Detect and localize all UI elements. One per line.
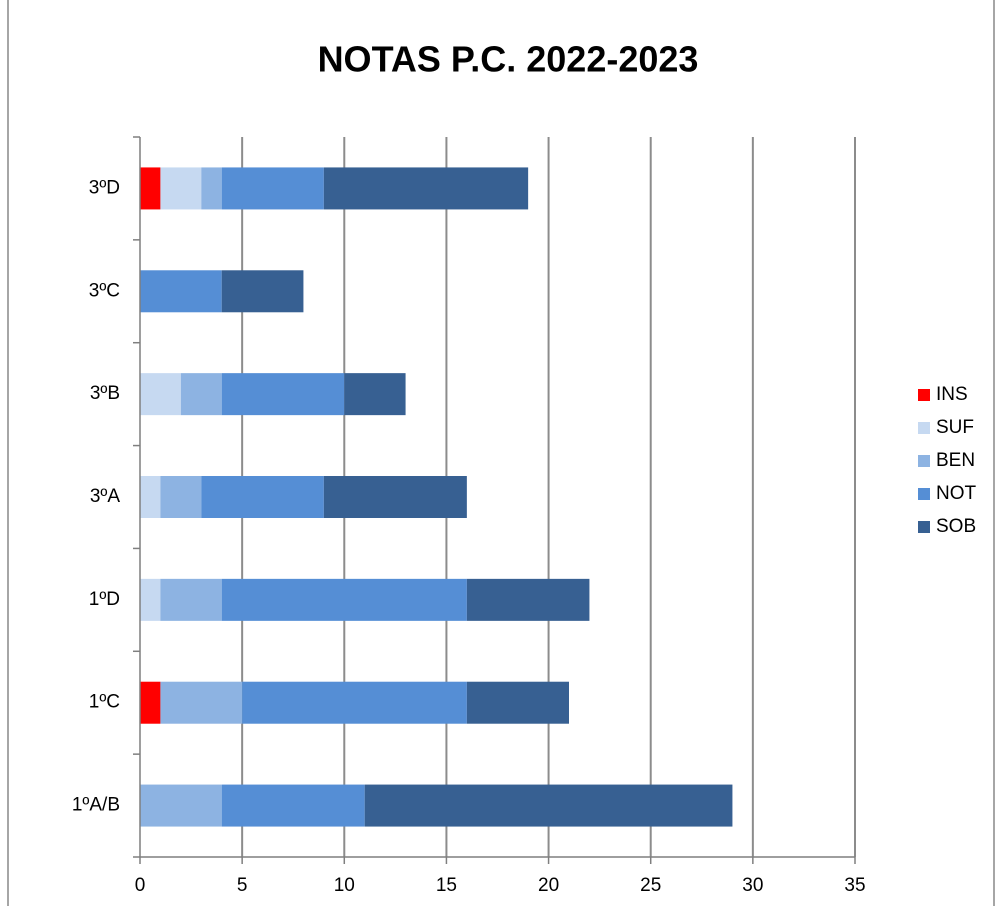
bar-segment — [140, 167, 161, 210]
bar-segment — [140, 578, 161, 621]
chart-title: NOTAS P.C. 2022-2023 — [318, 39, 699, 80]
bar-segment — [221, 784, 365, 827]
x-tick-label: 15 — [436, 875, 457, 896]
legend-label: SOB — [936, 516, 976, 537]
y-tick-label: 3ºA — [90, 486, 121, 507]
bar-segment — [323, 476, 467, 518]
legend-swatch — [918, 488, 930, 500]
bar-segment — [160, 476, 202, 518]
bar-segment — [221, 373, 345, 416]
x-tick-label: 0 — [135, 875, 146, 896]
bar-segment — [221, 167, 324, 210]
legend-swatch — [918, 389, 930, 401]
bar-segment — [160, 578, 222, 621]
x-tick-label: 5 — [237, 875, 248, 896]
y-tick-label: 1ºD — [89, 589, 120, 610]
y-tick-label: 3ºC — [89, 280, 120, 301]
y-tick-label: 3ºB — [90, 383, 120, 404]
legend-swatch — [918, 455, 930, 467]
legend-label: INS — [936, 384, 968, 405]
y-tick-label: 3ºD — [89, 177, 120, 198]
x-tick-label: 10 — [334, 875, 355, 896]
x-tick-label: 25 — [640, 875, 661, 896]
legend-swatch — [918, 521, 930, 533]
x-tick-label: 35 — [844, 875, 865, 896]
x-tick-label: 20 — [538, 875, 559, 896]
legend-label: SUF — [936, 417, 974, 438]
bar-segment — [344, 373, 406, 416]
bar-segment — [466, 681, 569, 724]
bar-segment — [323, 167, 529, 210]
legend-label: NOT — [936, 483, 977, 504]
bar-segment — [160, 681, 243, 724]
bar-segment — [364, 784, 733, 827]
x-tick-label: 30 — [742, 875, 763, 896]
bar-segment — [201, 476, 324, 518]
bar-segment — [160, 167, 202, 210]
bar-segment — [221, 270, 304, 313]
bar-segment — [180, 373, 222, 416]
y-tick-label: 1ºA/B — [72, 795, 120, 816]
bar-segment — [140, 476, 161, 518]
y-tick-label: 1ºC — [89, 692, 120, 713]
bar-segment — [242, 681, 467, 724]
legend-swatch — [918, 422, 930, 434]
legend-label: BEN — [936, 450, 975, 471]
bar-segment — [140, 270, 222, 313]
bar-segment — [140, 373, 181, 416]
bar-segment — [140, 784, 222, 827]
bar-segment — [201, 167, 222, 210]
bar-segment — [466, 578, 590, 621]
bar-segment — [140, 681, 161, 724]
bar-segment — [221, 578, 467, 621]
chart-frame — [7, 0, 995, 911]
